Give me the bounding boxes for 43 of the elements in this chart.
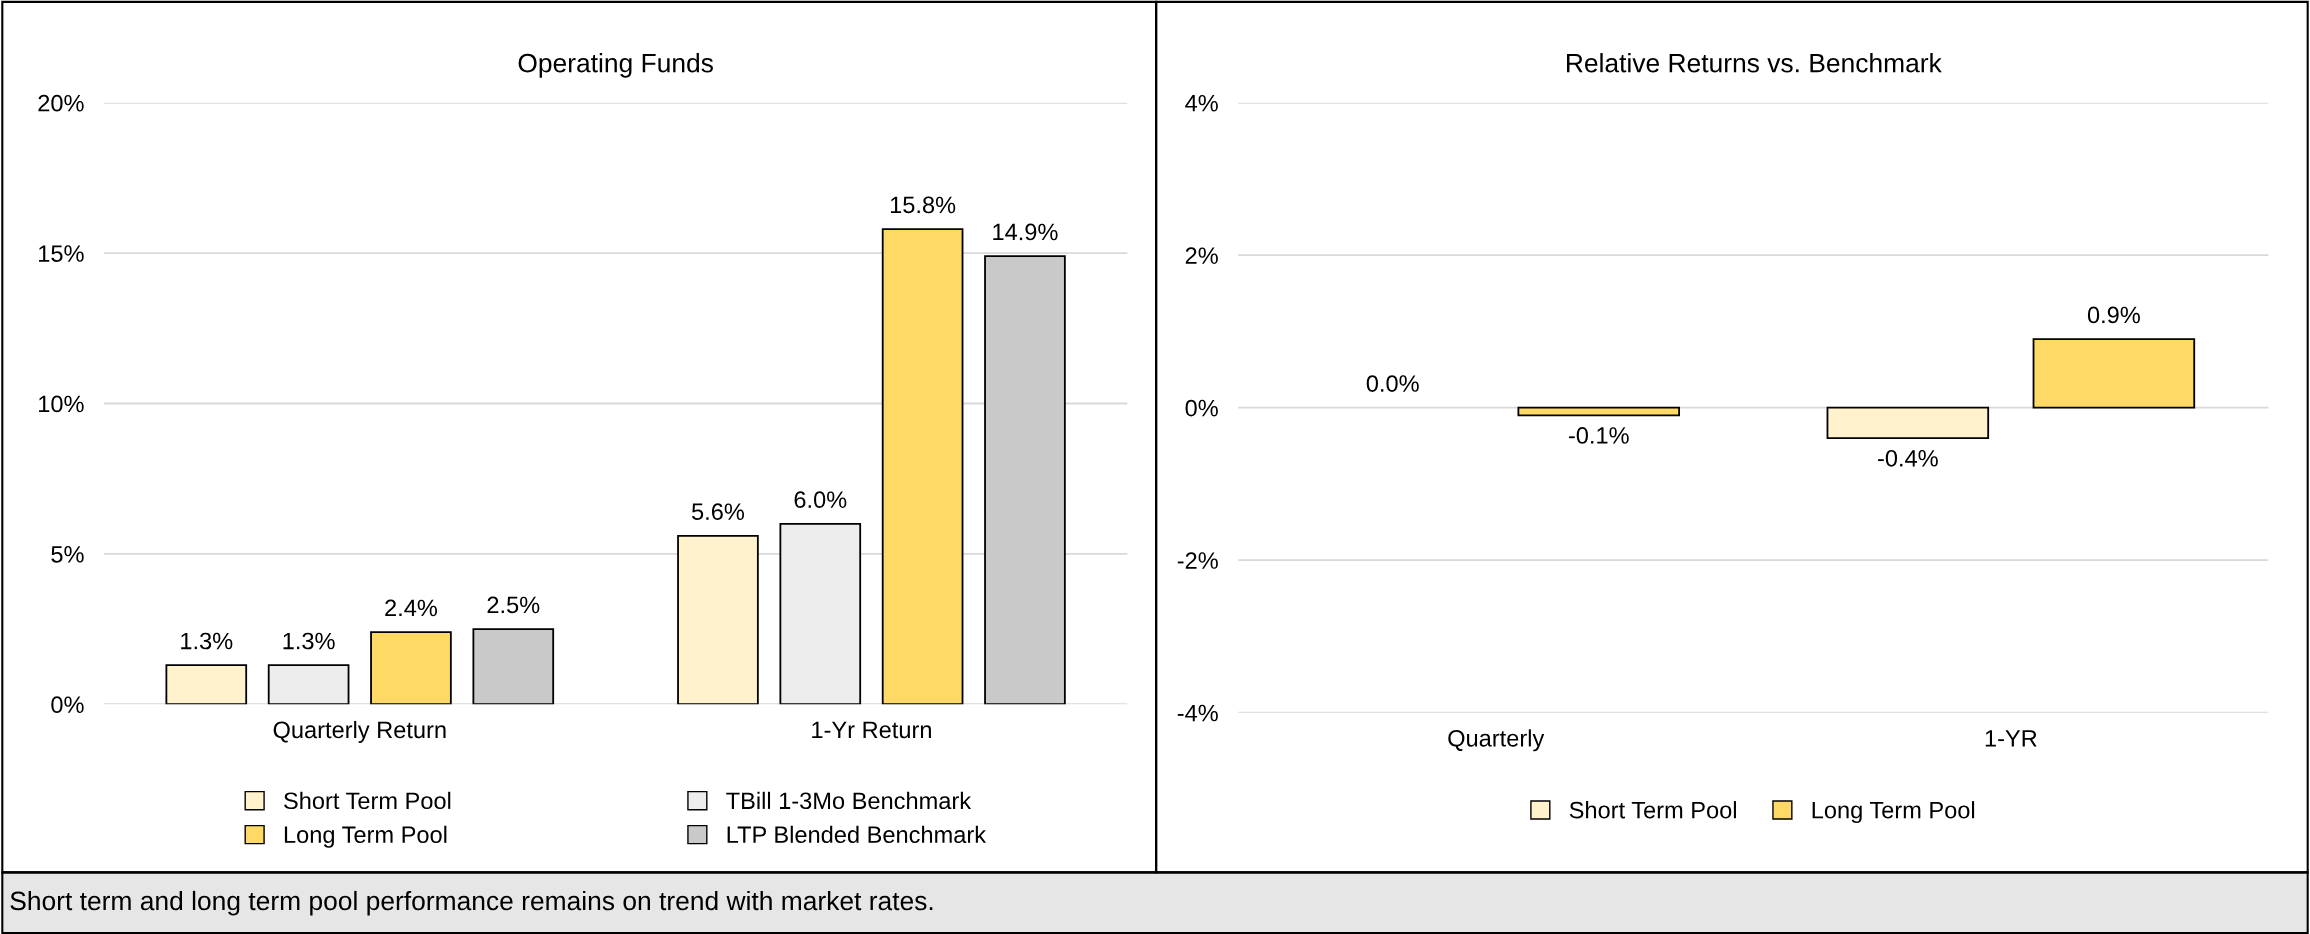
chart-title: Relative Returns vs. Benchmark (1567, 53, 1942, 73)
y-tick-label: 2% (1185, 247, 1218, 264)
y-tick-label: 0% (1185, 399, 1218, 417)
legend-label: Long Term Pool (284, 825, 447, 848)
bar (677, 534, 759, 705)
text: 0.0% (1366, 375, 1419, 392)
text: 6.0% (794, 491, 847, 509)
y-tick-label: 5% (51, 546, 84, 563)
text: -0.4% (1878, 449, 1938, 467)
y-tick-label: 4% (1185, 94, 1218, 112)
legend-label: TBill 1-3Mo Benchmark (726, 791, 972, 810)
legend-label: Long Term Pool (1812, 801, 1975, 824)
y-tick-label: 20% (38, 94, 84, 112)
bar (472, 628, 555, 705)
bar (267, 664, 350, 705)
bar (881, 228, 964, 705)
x-tick-label: 1-YR (1985, 730, 2037, 747)
bar (779, 522, 862, 705)
y-tick-label: 0% (51, 696, 84, 714)
legend-label: LTP Blended Benchmark (727, 825, 987, 844)
text: 1.3% (181, 632, 233, 650)
y-tick-label: 15% (39, 245, 84, 262)
text: 14.9% (993, 223, 1058, 241)
x-tick-label: Quarterly Return (273, 720, 446, 743)
legend-label: Short Term Pool (284, 791, 451, 810)
x-tick-label: Quarterly (1448, 729, 1545, 752)
legend-label: Short Term Pool (1569, 801, 1736, 819)
text: Short term and long term pool performance remains on trend with market rates. (10, 890, 933, 916)
text: 15.8% (890, 196, 956, 214)
text: 2.5% (487, 596, 540, 614)
text: -0.1% (1568, 427, 1629, 444)
bar (370, 631, 452, 705)
text: 2.4% (385, 599, 438, 617)
y-tick-label: 10% (39, 395, 84, 413)
text: 1.3% (283, 632, 335, 650)
bar (984, 255, 1066, 705)
y-tick-label: -2% (1177, 552, 1218, 569)
y-tick-label: -4% (1177, 704, 1218, 722)
x-tick-label: 1-Yr Return (812, 721, 931, 739)
chart-title: Operating Funds (518, 53, 713, 78)
text: 5.6% (691, 503, 745, 521)
bar (165, 664, 248, 705)
text: 0.9% (2087, 306, 2140, 324)
